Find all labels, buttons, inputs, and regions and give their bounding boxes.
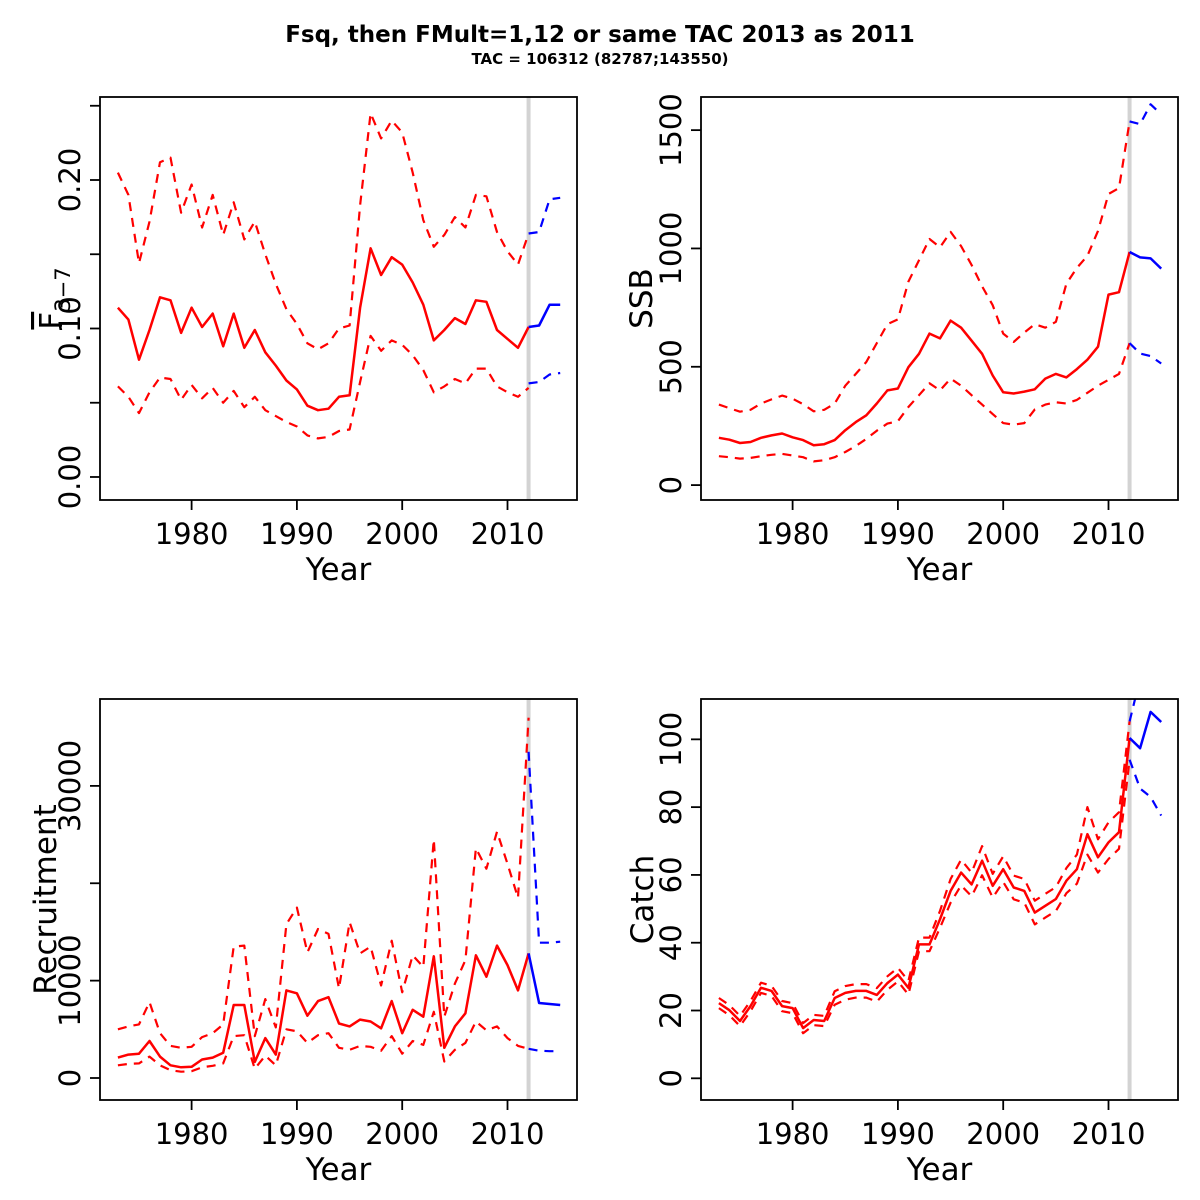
catch-x-axis-title: Year	[906, 1152, 973, 1188]
recruitment-x-tick-label: 2010	[471, 1117, 545, 1151]
ssb-forecast_median-line	[1129, 250, 1163, 270]
catch-x-tick-label: 1980	[756, 1117, 830, 1151]
fbar-x-tick-label: 2010	[471, 517, 545, 551]
fbar-x-tick-label: 1990	[260, 517, 334, 551]
recruitment-forecast_lower-line	[528, 1047, 561, 1053]
catch-y-tick-label: 20	[654, 992, 688, 1029]
ssb-y-tick-label: 1500	[654, 93, 688, 167]
catch-plot-box	[700, 698, 1179, 1101]
catch-x-tick-label: 2010	[1072, 1117, 1146, 1151]
recruitment-lower_ci-line	[117, 1010, 529, 1073]
fbar-plot-box	[99, 96, 578, 501]
ssb-forecast_upper-line	[1129, 103, 1162, 126]
catch-y-axis-title: Catch	[625, 855, 661, 945]
ssb-x-tick-label: 2010	[1072, 517, 1146, 551]
ssb-x-tick-label: 1980	[756, 517, 830, 551]
fbar-x-tick-label: 2000	[365, 517, 439, 551]
fbar-forecast_lower-line	[528, 371, 561, 385]
fbar-y-tick-label: 0.00	[53, 445, 87, 510]
recruitment-forecast_upper-line	[527, 751, 561, 944]
fbar-x-tick-label: 1980	[155, 517, 229, 551]
fbar-plot-area	[116, 97, 561, 500]
panel-recruitment: 1980 1990 2000 2010 0 10000 30000 Year Recruitme…	[28, 698, 578, 1188]
catch-forecast_median-line	[1128, 710, 1163, 750]
catch-upper_ci-line	[718, 721, 1131, 1025]
ssb-y-tick-label: 1000	[654, 212, 688, 286]
panel-ssb: 1980 1990 2000 2010 0 500 1000 1500 Year SSB	[624, 93, 1179, 588]
recruitment-x-tick-label: 1990	[260, 1117, 334, 1151]
fbar-x-axis-title: Year	[305, 552, 372, 588]
recruitment-forecast_median-line	[527, 953, 561, 1007]
fbar-y-axis-title: F3−7	[34, 267, 75, 329]
panel-catch: 1980 1990 2000 2010 0 20 40 60 80 100 Year Catch	[625, 698, 1179, 1188]
catch-y-tick-label: 80	[654, 789, 688, 826]
fbar-y-tick-label: 0.10	[53, 296, 87, 361]
ssb-lower_ci-line	[718, 342, 1131, 463]
catch-x-tick-label: 1990	[861, 1117, 935, 1151]
catch-y-tick-label: 100	[654, 712, 688, 767]
recruitment-x-axis-title: Year	[305, 1152, 372, 1188]
recruitment-plot-box	[99, 698, 578, 1101]
ssb-x-tick-label: 2000	[966, 517, 1040, 551]
catch-plot-area	[718, 699, 1163, 1100]
fbar-y-tick-label: 0.20	[53, 148, 87, 213]
fbar-median-line	[116, 247, 530, 412]
catch-lower_ci-line	[718, 759, 1131, 1035]
figure-subtitle: TAC = 106312 (82787;143550)	[471, 50, 729, 68]
figure-title: Fsq, then FMult=1,12 or same TAC 2013 as…	[285, 22, 915, 48]
recruitment-y-tick-label: 30000	[53, 740, 87, 832]
ssb-plot-area	[718, 97, 1163, 500]
ssb-x-tick-label: 1990	[861, 517, 935, 551]
ssb-y-tick-label: 0	[654, 476, 688, 494]
catch-y-tick-label: 60	[654, 856, 688, 893]
ssb-plot-box	[700, 96, 1179, 501]
recruitment-x-tick-label: 1980	[155, 1117, 229, 1151]
fbar-forecast_median-line	[528, 303, 561, 329]
recruitment-y-tick-label: 10000	[53, 934, 87, 1026]
recruitment-y-tick-label: 0	[53, 1069, 87, 1087]
ssb-y-axis-title: SSB	[624, 268, 660, 329]
panel-fbar: 1980 1990 2000 2010 0.00 0.10 0.20 Year F3−7	[34, 96, 578, 588]
recruitment-plot-area	[117, 699, 561, 1100]
catch-y-tick-label: 0	[654, 1069, 688, 1087]
catch-forecast_lower-line	[1128, 759, 1163, 817]
ssb-y-tick-label: 500	[654, 339, 688, 394]
catch-median-line	[718, 737, 1131, 1030]
ssb-forecast_lower-line	[1128, 342, 1162, 365]
ssb-x-axis-title: Year	[906, 552, 973, 588]
recruitment-y-axis-title: Recruitment	[28, 804, 64, 995]
catch-forecast_upper-line	[1128, 699, 1137, 722]
catch-y-tick-label: 40	[654, 924, 688, 961]
recruitment-median-line	[117, 944, 530, 1069]
fbar-upper_ci-line	[116, 112, 530, 351]
ssb-median-line	[718, 251, 1131, 447]
ssb-upper_ci-line	[718, 121, 1131, 413]
catch-x-tick-label: 2000	[966, 1117, 1040, 1151]
fbar-forecast_upper-line	[528, 196, 561, 235]
recruitment-x-tick-label: 2000	[365, 1117, 439, 1151]
fbar-lower_ci-line	[117, 334, 530, 440]
